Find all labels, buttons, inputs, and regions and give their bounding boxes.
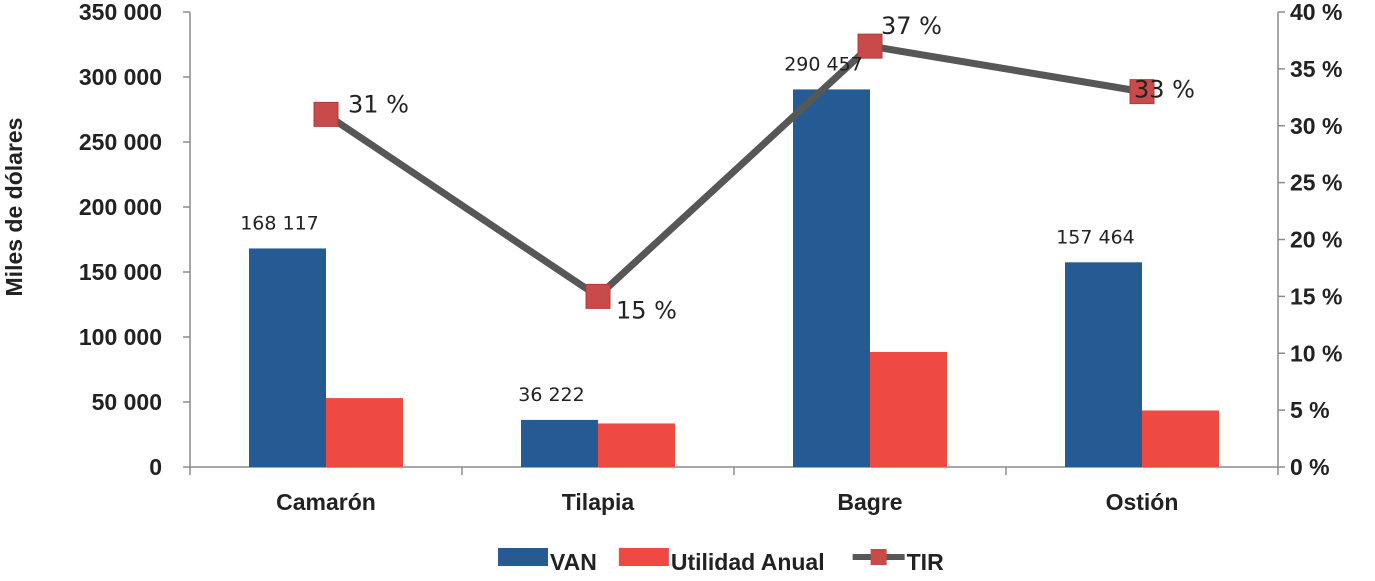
y-tick-label: 100 000 (79, 324, 162, 350)
y2-tick-label: 40 % (1290, 0, 1342, 25)
legend-label-van: VAN (550, 549, 597, 575)
bar-data-label: 290 457 (784, 53, 863, 75)
line-data-label: 15 % (616, 296, 677, 324)
y2-tick-label: 0 % (1290, 454, 1330, 480)
bar-utilidad-anual (598, 423, 675, 467)
bar-van (521, 419, 598, 467)
y2-tick-label: 25 % (1290, 170, 1342, 196)
bar-van (1065, 262, 1142, 467)
y-tick-label: 250 000 (79, 129, 162, 155)
x-tick-label: Ostión (1106, 489, 1179, 515)
x-tick-label: Tilapia (562, 489, 635, 515)
y2-tick-label: 15 % (1290, 283, 1342, 309)
bar-van (793, 89, 870, 468)
bar-utilidad-anual (326, 398, 403, 467)
line-data-label: 31 % (348, 90, 409, 118)
line-layer (313, 33, 1155, 309)
y-tick-label: 300 000 (79, 64, 162, 90)
line-data-label: 37 % (881, 12, 942, 40)
legend: VAN Utilidad Anual TIR (498, 548, 944, 575)
line-marker (585, 283, 611, 309)
line-data-label: 33 % (1134, 76, 1195, 104)
bar-utilidad-anual (870, 351, 947, 467)
legend-marker-tir (870, 549, 887, 565)
y2-tick-label: 10 % (1290, 340, 1342, 366)
legend-swatch-van (498, 548, 548, 566)
bar-data-label: 36 222 (518, 384, 584, 406)
y-tick-label: 150 000 (79, 259, 162, 285)
legend-swatch-utilidad-anual (618, 548, 669, 566)
y-tick-label: 350 000 (79, 0, 162, 25)
y-tick-label: 200 000 (79, 194, 162, 220)
legend-label-utilidad-anual: Utilidad Anual (671, 549, 825, 575)
y-tick-label: 50 000 (92, 389, 162, 415)
bar-data-label: 168 117 (240, 212, 319, 234)
y2-tick-label: 30 % (1290, 113, 1342, 139)
x-tick-label: Camarón (276, 489, 376, 515)
y2-tick-label: 20 % (1290, 227, 1342, 253)
bar-van (249, 248, 326, 467)
line-marker (1129, 79, 1155, 105)
y-axis-title: Miles de dólares (1, 118, 27, 297)
line-marker (857, 33, 883, 59)
ticks-layer: 0 50 000 100 000 150 000 200 000 250 000 300 0… (79, 0, 1343, 515)
bar-utilidad-anual (1142, 410, 1219, 467)
line-marker (313, 101, 339, 127)
y2-tick-label: 5 % (1290, 397, 1330, 423)
y-tick-label: 0 (149, 454, 162, 480)
legend-label-tir: TIR (907, 549, 944, 575)
line-tir (324, 42, 1143, 300)
x-tick-label: Bagre (837, 489, 902, 515)
bars-layer (249, 89, 1219, 468)
labels-layer: 168 117 36 222 290 457 157 464 31 % 15 % 37 % 3… (240, 12, 1195, 406)
bar-data-label: 157 464 (1056, 226, 1135, 248)
y2-tick-label: 35 % (1290, 56, 1342, 82)
